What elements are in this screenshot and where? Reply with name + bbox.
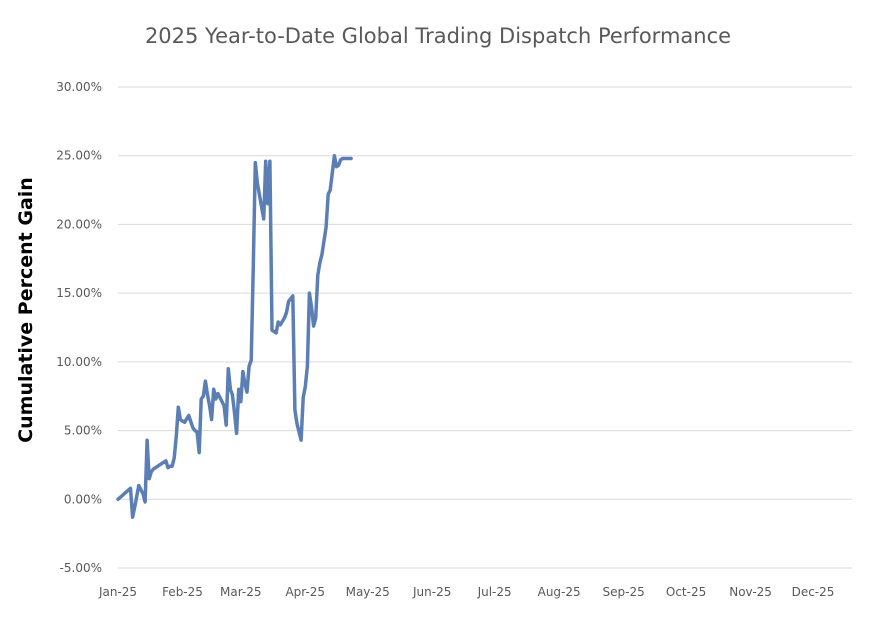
y-tick-label: 10.00% <box>56 355 102 369</box>
gridlines <box>118 86 852 569</box>
x-tick-label: Aug-25 <box>538 585 581 599</box>
x-tick-label: Apr-25 <box>285 585 325 599</box>
x-tick-label: Jan-25 <box>98 585 137 599</box>
y-tick-label: 0.00% <box>64 492 102 506</box>
series-layer <box>116 153 353 519</box>
x-tick-label: Jul-25 <box>477 585 512 599</box>
x-tick-label: Oct-25 <box>666 585 706 599</box>
x-tick-label: Sep-25 <box>603 585 645 599</box>
y-tick-label: 25.00% <box>56 149 102 163</box>
y-axis-tick-labels: -5.00% 0.00% 5.00% 10.00% 15.00% 20.00% 25.00%… <box>56 80 102 575</box>
chart-title: 2025 Year-to-Date Global Trading Dispatc… <box>145 24 731 48</box>
series-line <box>116 153 353 519</box>
y-axis-label: Cumulative Percent Gain <box>15 177 37 443</box>
x-tick-label: Mar-25 <box>220 585 261 599</box>
x-tick-label: Jun-25 <box>412 585 451 599</box>
x-tick-label: Dec-25 <box>792 585 835 599</box>
x-axis-tick-labels: Jan-25 Feb-25 Mar-25 Apr-25 May-25 Jun-25 Jul-… <box>98 585 834 599</box>
y-tick-label: 30.00% <box>56 80 102 94</box>
x-tick-label: May-25 <box>346 585 390 599</box>
y-tick-label: 20.00% <box>56 217 102 231</box>
y-tick-label: 15.00% <box>56 286 102 300</box>
y-tick-label: -5.00% <box>60 561 102 575</box>
y-tick-label: 5.00% <box>64 424 102 438</box>
x-tick-label: Feb-25 <box>162 585 203 599</box>
x-tick-label: Nov-25 <box>729 585 772 599</box>
